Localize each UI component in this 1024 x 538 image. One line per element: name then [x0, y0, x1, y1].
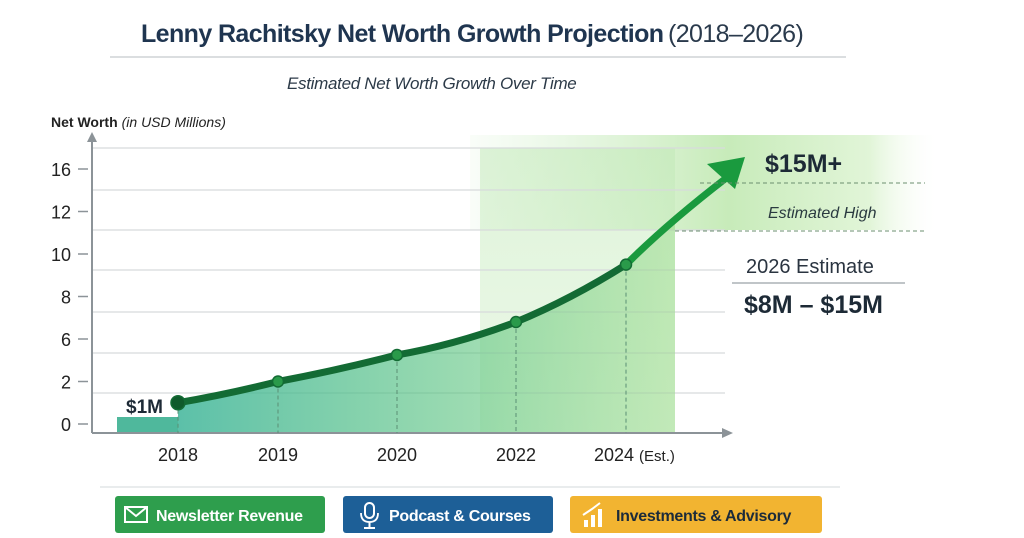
- data-point-2022: [509, 315, 523, 329]
- data-point-2019: [271, 375, 285, 388]
- y-tick-label: 6: [61, 330, 71, 350]
- projection-arrowhead: [707, 157, 745, 189]
- legend-label: Newsletter Revenue: [156, 508, 303, 525]
- y-tick-label: 16: [51, 160, 71, 180]
- chart-title-years: (2018–2026): [668, 20, 803, 48]
- projection-arrow: [622, 175, 729, 269]
- data-point-2024: [619, 258, 633, 271]
- y-tick-label: 10: [51, 245, 71, 265]
- start-value-label: $1M: [126, 397, 163, 418]
- y-tick-label: 0: [61, 415, 71, 435]
- bar-chart-icon: [582, 502, 602, 527]
- x-axis-arrow: [722, 428, 733, 438]
- legend-label: Investments & Advisory: [616, 508, 791, 525]
- high-value-label: $15M+: [765, 150, 842, 178]
- data-point-2018: [170, 395, 186, 411]
- y-axis-label: Net Worth (in USD Millions): [51, 114, 226, 130]
- x-tick-label: 2020: [377, 445, 417, 465]
- estimate-title: 2026 Estimate: [746, 256, 874, 278]
- y-axis-arrow: [87, 132, 97, 142]
- y-ticks: 16 12 10 8 6 2 0: [51, 160, 88, 435]
- start-base-bar: [117, 417, 178, 433]
- x-tick-label: 2024 (Est.): [594, 445, 675, 465]
- x-ticks: 2018 2019 2020 2022 2024 (Est.): [158, 445, 675, 465]
- envelope-icon: [124, 506, 148, 523]
- y-tick-label: 8: [61, 288, 71, 308]
- data-point-2020: [390, 348, 404, 362]
- series: [170, 157, 745, 433]
- y-tick-label: 12: [51, 203, 71, 223]
- legend-investments-advisory[interactable]: Investments & Advisory: [570, 496, 822, 533]
- x-tick-label: 2018: [158, 445, 198, 465]
- legend-newsletter-revenue[interactable]: Newsletter Revenue: [115, 496, 325, 533]
- estimate-range: $8M – $15M: [744, 291, 883, 319]
- y-tick-label: 2: [61, 373, 71, 393]
- microphone-icon: [360, 502, 379, 529]
- legend-label: Podcast & Courses: [389, 508, 531, 525]
- estimated-high-caption: Estimated High: [768, 205, 877, 222]
- x-tick-label: 2022: [496, 445, 536, 465]
- legend-podcast-courses[interactable]: Podcast & Courses: [343, 496, 553, 533]
- chart-subtitle: Estimated Net Worth Growth Over Time: [287, 74, 576, 93]
- x-tick-label: 2019: [258, 445, 298, 465]
- chart-title: Lenny Rachitsky Net Worth Growth Project…: [141, 20, 663, 48]
